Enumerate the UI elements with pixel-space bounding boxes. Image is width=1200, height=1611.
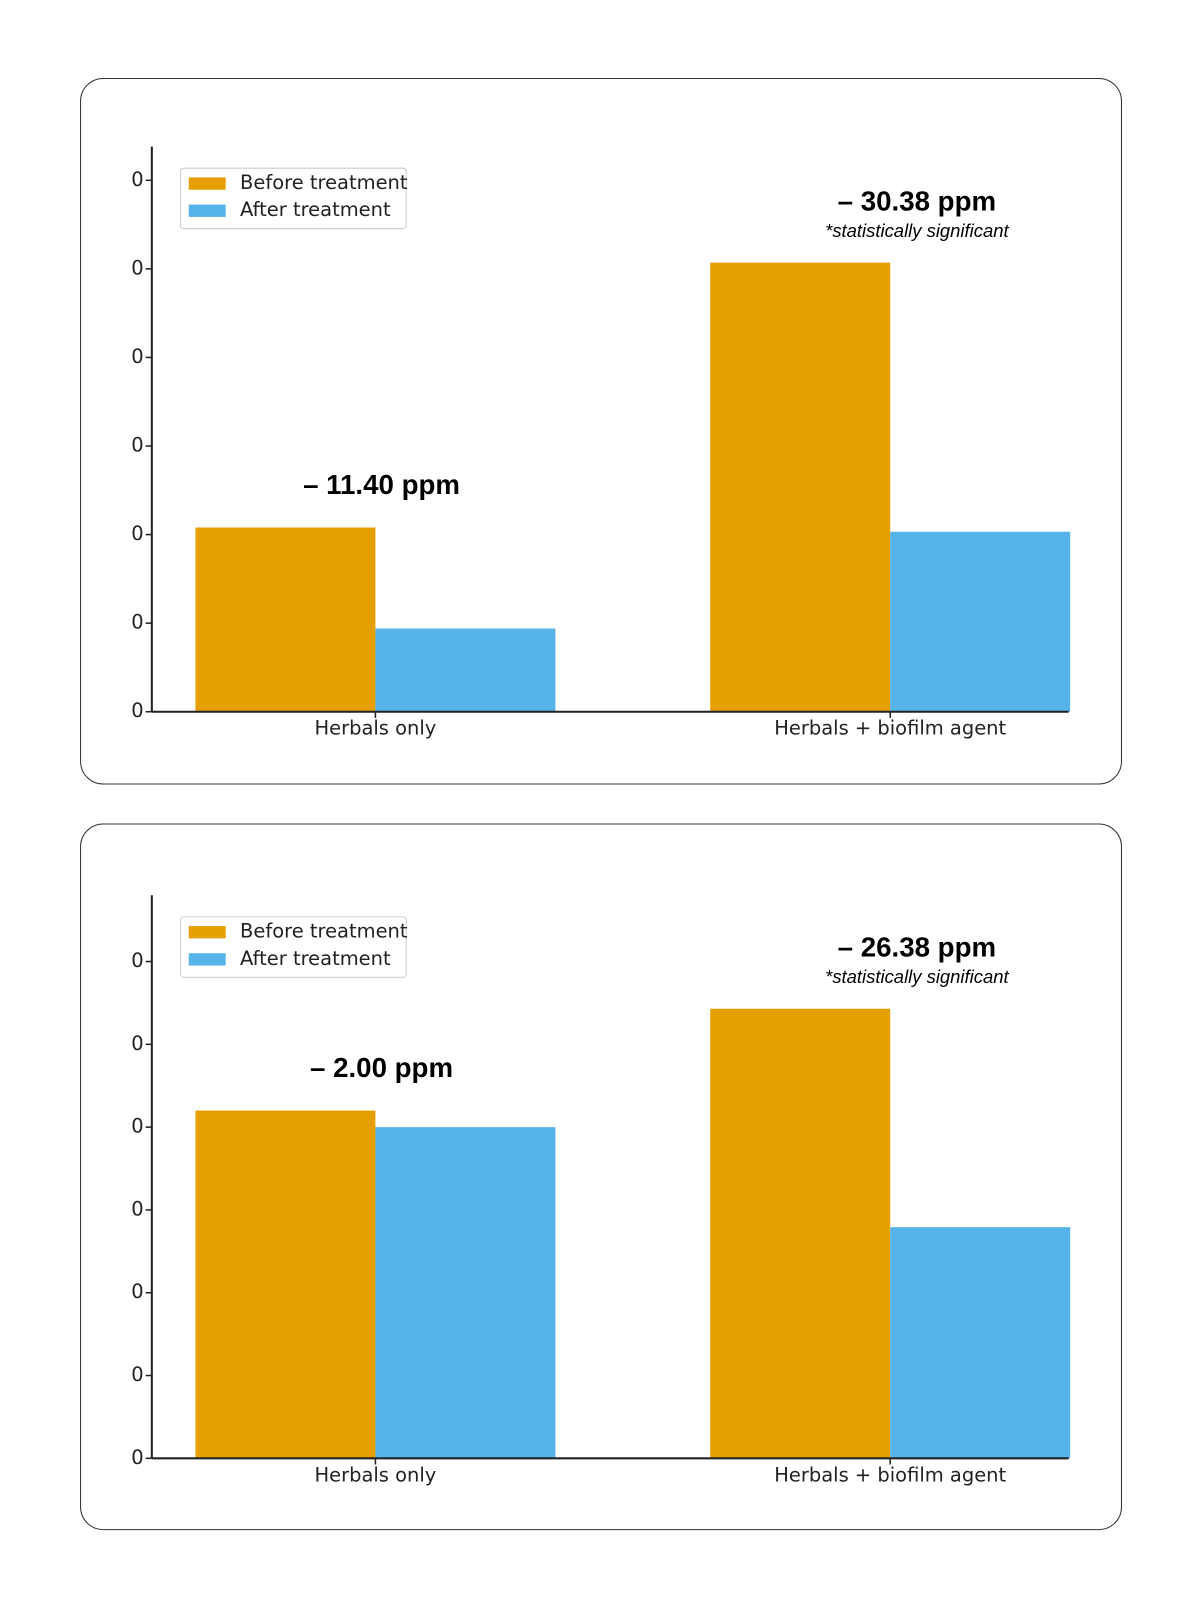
bar	[195, 1110, 376, 1459]
annotation: – 30.38 ppm	[838, 186, 996, 217]
bar	[890, 1227, 1071, 1459]
y-tick-label: 0	[131, 1446, 143, 1469]
annotation: – 11.40 ppm	[303, 469, 460, 500]
annotation-note: *statistically significant	[825, 220, 1009, 241]
legend-swatch	[188, 953, 226, 966]
x-tick-label: Herbals + biofilm agent	[774, 1463, 1006, 1486]
x-tick-label: Herbals only	[314, 717, 436, 740]
y-tick-label: 0	[131, 699, 143, 722]
y-tick-label: 0	[131, 1115, 143, 1138]
x-tick-label: Herbals + biofilm agent	[774, 717, 1006, 740]
y-tick-label: 0	[131, 256, 143, 279]
legend-box	[180, 167, 407, 230]
y-tick-label: 0	[131, 168, 143, 191]
bar	[195, 527, 376, 712]
legend-label: Before treatment	[240, 171, 408, 194]
bar	[710, 1008, 891, 1459]
y-tick-label: 0	[131, 522, 143, 545]
legend-label: Before treatment	[240, 920, 408, 943]
legend-swatch	[188, 204, 226, 217]
legend-label: After treatment	[240, 198, 391, 221]
x-tick-label: Herbals only	[314, 1463, 436, 1486]
y-tick-label: 0	[131, 1032, 143, 1055]
y-tick-label: 0	[131, 949, 143, 972]
legend-box	[180, 916, 407, 978]
y-tick-label: 0	[131, 1197, 143, 1220]
y-tick-label: 0	[131, 345, 143, 368]
y-tick-label: 0	[131, 1280, 143, 1303]
annotation: – 2.00 ppm	[310, 1052, 453, 1083]
y-tick-label: 0	[131, 611, 143, 634]
annotation-note: *statistically significant	[825, 966, 1009, 987]
legend-label: After treatment	[240, 947, 391, 970]
y-tick-label: 0	[131, 434, 143, 457]
bar	[890, 531, 1071, 712]
legend-swatch	[188, 926, 226, 939]
bar	[375, 1127, 556, 1459]
bar	[375, 628, 556, 712]
legend-swatch	[188, 177, 226, 190]
bar	[710, 262, 891, 712]
annotation: – 26.38 ppm	[838, 932, 996, 963]
y-tick-label: 0	[131, 1363, 143, 1386]
